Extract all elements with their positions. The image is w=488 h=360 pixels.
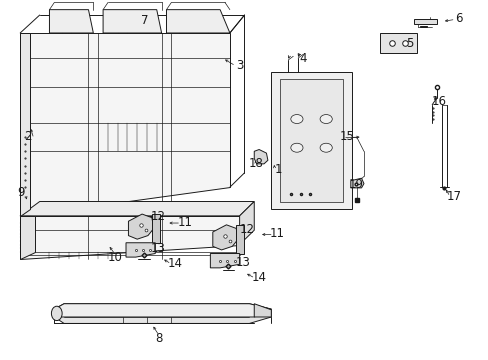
Ellipse shape: [320, 114, 331, 123]
Polygon shape: [20, 33, 30, 216]
Polygon shape: [54, 304, 271, 317]
Text: 11: 11: [269, 227, 285, 240]
Polygon shape: [212, 225, 238, 250]
Text: 12: 12: [150, 210, 165, 223]
Polygon shape: [126, 243, 155, 257]
Ellipse shape: [320, 143, 331, 152]
Text: 14: 14: [251, 271, 266, 284]
Text: 16: 16: [431, 95, 446, 108]
Polygon shape: [166, 10, 229, 33]
Ellipse shape: [51, 306, 62, 320]
Text: 18: 18: [248, 157, 263, 170]
Text: 13: 13: [235, 256, 250, 269]
Text: 14: 14: [167, 257, 183, 270]
Text: 19: 19: [347, 178, 363, 191]
Polygon shape: [20, 33, 229, 216]
Polygon shape: [128, 214, 154, 239]
Polygon shape: [20, 202, 254, 216]
Polygon shape: [413, 19, 436, 24]
Polygon shape: [152, 214, 160, 243]
Text: 2: 2: [24, 130, 31, 144]
Polygon shape: [20, 216, 35, 259]
Polygon shape: [280, 79, 342, 202]
Text: 3: 3: [235, 59, 243, 72]
FancyBboxPatch shape: [379, 33, 416, 53]
Text: 1: 1: [274, 163, 282, 176]
Text: 13: 13: [150, 242, 165, 255]
Text: 10: 10: [108, 251, 122, 264]
Text: 12: 12: [239, 223, 254, 236]
Text: 17: 17: [446, 190, 461, 203]
Polygon shape: [419, 26, 427, 27]
Text: 5: 5: [406, 37, 413, 50]
Polygon shape: [236, 225, 244, 253]
Polygon shape: [254, 304, 271, 317]
Polygon shape: [239, 202, 254, 244]
Polygon shape: [54, 304, 271, 323]
Polygon shape: [49, 10, 93, 33]
Text: 4: 4: [299, 51, 306, 64]
Ellipse shape: [290, 143, 303, 152]
Text: 6: 6: [454, 12, 462, 25]
Text: 8: 8: [155, 332, 163, 345]
Text: 9: 9: [18, 186, 25, 199]
Polygon shape: [350, 178, 363, 188]
Polygon shape: [271, 72, 351, 209]
Text: 11: 11: [177, 216, 192, 229]
Ellipse shape: [290, 114, 303, 123]
Text: 7: 7: [141, 14, 148, 27]
Polygon shape: [254, 149, 267, 164]
Polygon shape: [103, 10, 161, 33]
Text: 15: 15: [339, 130, 354, 144]
Polygon shape: [210, 253, 239, 268]
Polygon shape: [20, 216, 239, 259]
